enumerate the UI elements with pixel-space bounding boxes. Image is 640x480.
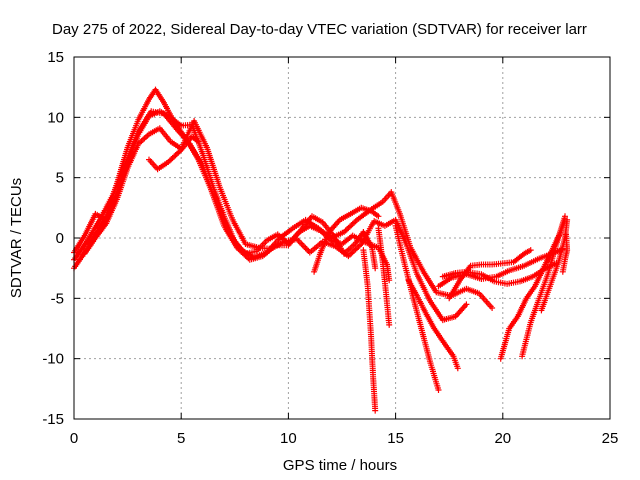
- y-tick-label: -5: [51, 290, 64, 307]
- x-tick-label: 20: [494, 430, 511, 447]
- y-tick-label: 0: [56, 230, 64, 247]
- series-track7: [360, 247, 379, 414]
- series-track10: [405, 277, 461, 372]
- series-markers: [146, 133, 202, 173]
- series-track4: [81, 118, 470, 324]
- series-markers: [519, 213, 568, 360]
- series-track6: [311, 204, 382, 275]
- chart-title: Day 275 of 2022, Sidereal Day-to-day VTE…: [52, 21, 587, 38]
- series-track17: [559, 231, 571, 275]
- x-tick-label: 10: [280, 430, 297, 447]
- series-track8: [375, 225, 393, 328]
- x-axis-label: GPS time / hours: [283, 457, 397, 474]
- series-markers: [559, 231, 571, 275]
- y-tick-label: 10: [47, 109, 64, 126]
- series-markers: [360, 247, 379, 414]
- y-tick-label: -10: [42, 351, 64, 368]
- x-tick-label: 25: [602, 430, 619, 447]
- x-tick-label: 15: [387, 430, 404, 447]
- x-tick-label: 0: [70, 430, 78, 447]
- series-markers: [311, 204, 382, 275]
- y-tick-label: -15: [42, 411, 64, 428]
- data-series: [71, 86, 571, 414]
- axis-ticks: 0 5 10 15 20 25 -15 -10 -5 0 5 10 15: [42, 49, 618, 447]
- y-tick-label: 5: [56, 170, 64, 187]
- series-markers: [405, 277, 461, 372]
- series-markers: [81, 118, 470, 324]
- series-track15: [519, 213, 568, 360]
- y-tick-label: 15: [47, 49, 64, 66]
- series-track5: [146, 133, 202, 173]
- x-tick-label: 5: [177, 430, 185, 447]
- y-axis-label: SDTVAR / TECUs: [8, 178, 25, 298]
- series-markers: [375, 225, 393, 328]
